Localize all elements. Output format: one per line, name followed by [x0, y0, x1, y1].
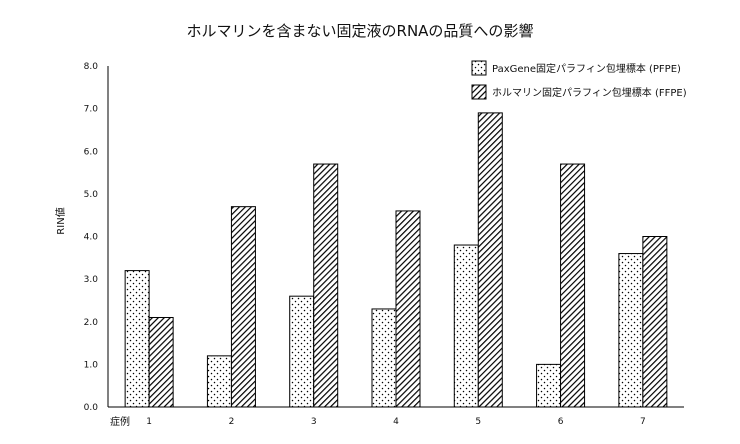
x-tick-labels: 1 2 3 4 5 6 7 [146, 417, 645, 427]
legend-label-ffpe: ホルマリン固定パラフィン包埋標本 (FFPE) [492, 86, 687, 99]
bar-ffpe-case-1 [148, 316, 174, 408]
bar-pfpe-case-5 [453, 244, 479, 408]
legend-swatch-ffpe [471, 84, 487, 100]
y-tick-label-7.0: 7.0 [84, 105, 99, 115]
y-tick-label-8.0: 8.0 [84, 62, 99, 72]
chart-title: ホルマリンを含まない固定液のRNAの品質への影響 [187, 22, 534, 40]
y-tick-label-2.0: 2.0 [84, 318, 99, 328]
bar-ffpe-case-6 [560, 163, 586, 408]
x-tick-label-case-4: 4 [393, 417, 399, 427]
y-tick-label-5.0: 5.0 [84, 190, 99, 200]
y-tick-label-1.0: 1.0 [84, 360, 99, 370]
legend-swatch-pfpe [471, 60, 487, 76]
bar-pfpe-case-1 [124, 270, 150, 408]
bar-ffpe-case-4 [395, 210, 421, 408]
x-tick-label-case-7: 7 [640, 417, 646, 427]
x-tick-label-case-1: 1 [146, 417, 152, 427]
y-tick-labels: 0.0 1.0 2.0 3.0 4.0 5.0 6.0 7.0 8.0 [84, 62, 99, 413]
y-tick-label-4.0: 4.0 [84, 233, 99, 243]
bar-ffpe-case-2 [230, 206, 256, 408]
bar-ffpe-case-5 [477, 112, 503, 408]
y-tick-label-6.0: 6.0 [84, 147, 99, 157]
bar-ffpe-case-7 [642, 236, 668, 408]
bar-ffpe-case-3 [313, 163, 339, 408]
y-tick-label-0.0: 0.0 [84, 403, 99, 413]
bar-pfpe-case-7 [618, 253, 644, 408]
bar-pfpe-case-2 [206, 355, 232, 408]
y-tick-label-3.0: 3.0 [84, 275, 99, 285]
bar-pfpe-case-4 [371, 308, 397, 408]
y-axis-label: RIN値 [54, 207, 67, 234]
x-tick-label-case-3: 3 [311, 417, 317, 427]
x-axis-label: 症例 [110, 415, 130, 428]
legend: PaxGene固定パラフィン包埋標本 (PFPE) ホルマリン固定パラフィン包埋… [471, 60, 687, 100]
x-tick-label-case-5: 5 [475, 417, 481, 427]
bars-group [124, 112, 668, 408]
bar-pfpe-case-3 [289, 295, 315, 408]
x-tick-label-case-2: 2 [229, 417, 235, 427]
bar-pfpe-case-6 [536, 363, 562, 408]
legend-label-pfpe: PaxGene固定パラフィン包埋標本 (PFPE) [492, 62, 681, 75]
x-tick-label-case-6: 6 [558, 417, 564, 427]
